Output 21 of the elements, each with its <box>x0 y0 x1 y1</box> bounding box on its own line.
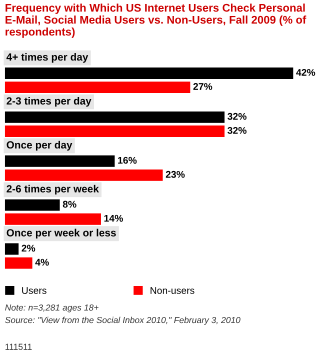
y-tick-label: Once per day <box>6 140 72 151</box>
y-tick-label: 2-6 times per week <box>6 184 99 195</box>
source-note: Source: "View from the Social Inbox 2010," February 3, 2010 <box>5 316 240 325</box>
data-label: 4% <box>35 258 49 266</box>
text: Note: n=3,281 ages 18+ <box>5 304 98 312</box>
legend-label: Users <box>22 287 46 294</box>
data-label: 16% <box>118 156 137 164</box>
data-label: 23% <box>166 170 185 178</box>
data-label: 8% <box>62 200 76 208</box>
chart-title: Frequency with Which US Internet Users Check Personal E-Mail, Social Media Users vs. Non-Users, Fall 2009 (% of respondents) <box>6 4 306 38</box>
data-label: 32% <box>228 126 247 134</box>
data-label: 14% <box>104 214 123 222</box>
data-label: 42% <box>296 68 316 76</box>
data-label: 27% <box>193 83 212 90</box>
data-label: 2% <box>22 244 36 252</box>
y-tick-label: 2-3 times per day <box>6 96 92 107</box>
y-tick-label: 4+ times per day <box>6 53 88 63</box>
y-tick-label: Once per week or less <box>6 228 116 238</box>
legend-label: Non-users <box>150 287 194 294</box>
text: 111511 <box>6 344 32 350</box>
data-label: 32% <box>228 112 247 120</box>
